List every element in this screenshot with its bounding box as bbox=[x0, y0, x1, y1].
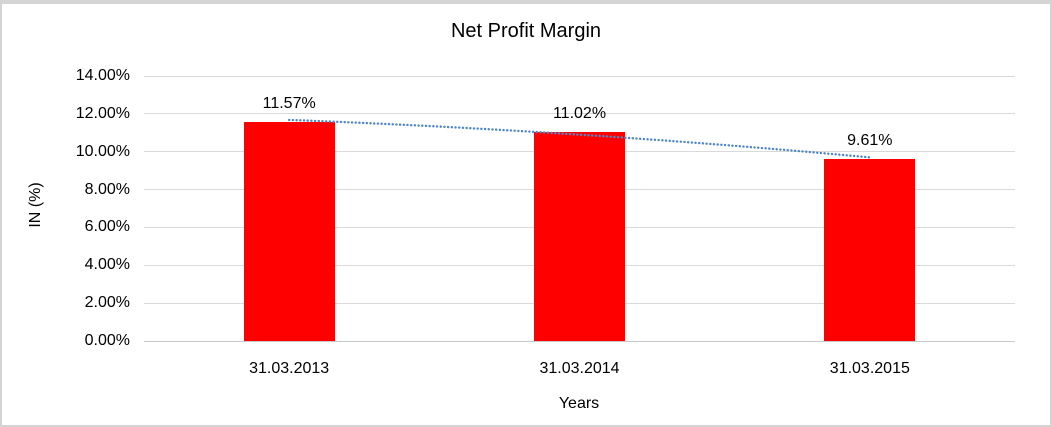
x-axis-title: Years bbox=[558, 395, 600, 412]
bar-value-label: 11.02% bbox=[552, 105, 607, 123]
y-tick-label: 8.00% bbox=[84, 180, 130, 198]
trendline bbox=[287, 118, 872, 159]
bar bbox=[824, 159, 916, 341]
bar-value-label: 11.57% bbox=[262, 94, 316, 112]
y-tick-label: 10.00% bbox=[75, 142, 130, 160]
trendline-path bbox=[287, 118, 872, 159]
y-tick-label: 0.00% bbox=[84, 332, 130, 349]
x-axis: 31.03.2013 31.03.2014 31.03.2015 bbox=[2, 4, 1050, 425]
x-tick-label: 31.03.2013 bbox=[249, 360, 330, 377]
y-tick-label: 6.00% bbox=[84, 218, 130, 236]
x-axis-line bbox=[144, 340, 1015, 342]
gridline bbox=[144, 75, 1015, 77]
bar-value-label: 9.61% bbox=[847, 132, 893, 150]
bar bbox=[243, 122, 335, 341]
chart-title: Net Profit Margin bbox=[450, 20, 602, 42]
x-tick-label: 31.03.2014 bbox=[539, 360, 620, 377]
y-tick-label: 14.00% bbox=[75, 67, 130, 84]
y-tick-label: 2.00% bbox=[84, 294, 130, 312]
plot-area: 11.57% 11.02% 9.61% bbox=[144, 75, 1015, 342]
y-tick-label: 4.00% bbox=[84, 256, 130, 274]
gridline bbox=[144, 113, 1015, 115]
x-tick-label: 31.03.2015 bbox=[829, 360, 910, 377]
y-axis: 14.00% 12.00% 10.00% 8.00% 6.00% 4.00% 2.00% 0.… bbox=[2, 4, 130, 425]
bar bbox=[534, 132, 625, 341]
y-tick-label: 12.00% bbox=[75, 104, 130, 122]
